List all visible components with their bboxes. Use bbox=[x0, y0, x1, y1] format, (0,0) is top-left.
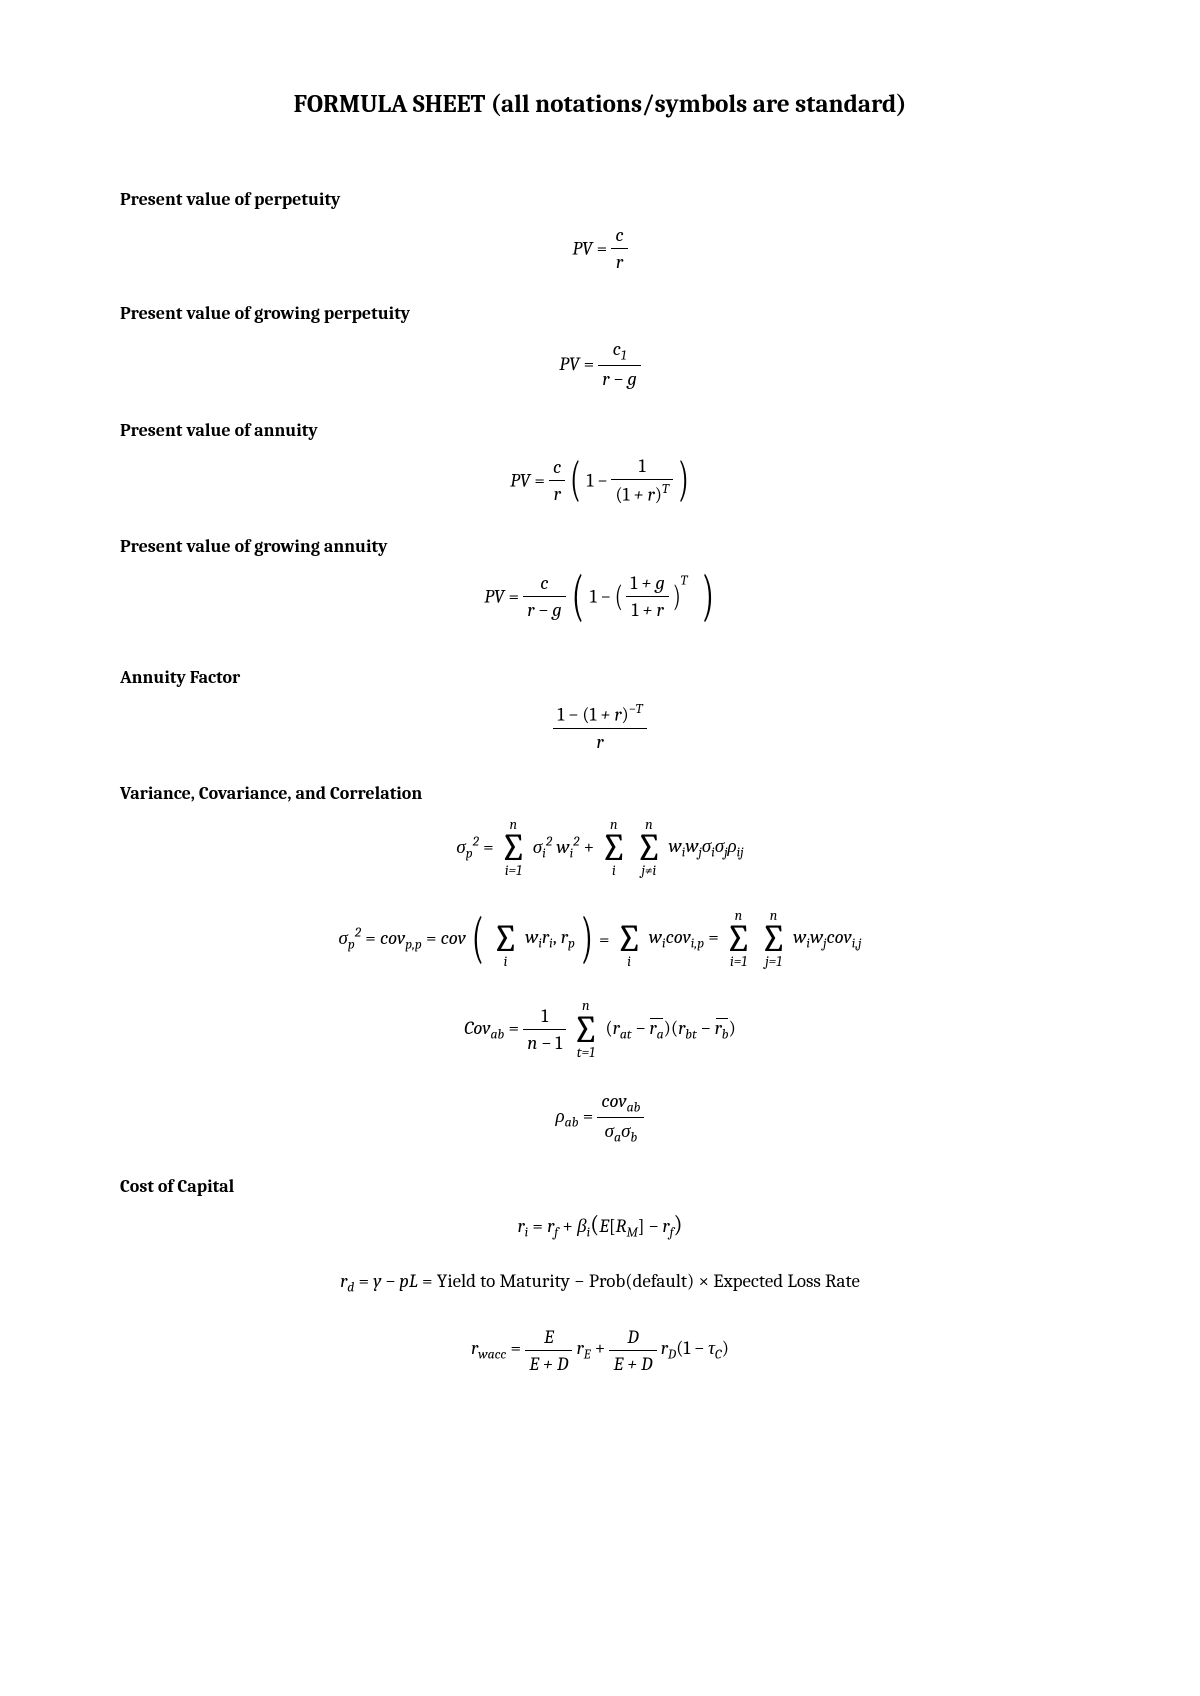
denominator: E + D bbox=[609, 1350, 656, 1375]
section-pv-annuity: Present value of annuity bbox=[120, 420, 1080, 441]
page: FORMULA SHEET (all notations/symbols are… bbox=[0, 0, 1200, 1696]
denominator: r bbox=[553, 728, 646, 753]
denominator: E + D bbox=[525, 1350, 572, 1375]
section-cost-of-capital: Cost of Capital bbox=[120, 1176, 1080, 1197]
sum-icon: n∑i=1 bbox=[500, 818, 527, 879]
denominator: r bbox=[549, 480, 565, 505]
numerator-one: 1 bbox=[611, 455, 673, 479]
sum-icon: ∑i bbox=[492, 909, 519, 970]
denominator: σaσb bbox=[597, 1117, 644, 1145]
sum-icon: n∑j=1 bbox=[760, 909, 787, 970]
section-annuity-factor: Annuity Factor bbox=[120, 667, 1080, 688]
formula-annuity-factor: 1 − (1 + r)−T r bbox=[120, 702, 1080, 753]
formula-debt-cost: rd = y − pL = Yield to Maturity − Prob(d… bbox=[120, 1270, 1080, 1295]
pv-symbol: PV bbox=[510, 470, 530, 492]
page-title: FORMULA SHEET (all notations/symbols are… bbox=[120, 90, 1080, 119]
sum-icon: n∑j≠i bbox=[635, 818, 662, 879]
formula-portfolio-variance: σp2 = n∑i=1 σi2 wi2 + n∑i n∑j≠i wiwjσiσj… bbox=[120, 818, 1080, 879]
denominator-1plusr: (1 + r)T bbox=[611, 479, 673, 506]
pv-symbol: PV bbox=[559, 353, 579, 375]
section-pv-perpetuity: Present value of perpetuity bbox=[120, 189, 1080, 210]
numerator: covab bbox=[597, 1090, 644, 1117]
sum-icon: n∑t=1 bbox=[572, 999, 599, 1060]
denominator-r: r bbox=[611, 248, 627, 273]
formula-pv-perpetuity: PV = c r bbox=[120, 224, 1080, 273]
numerator: c bbox=[523, 572, 565, 596]
debt-text: Yield to Maturity − Prob(default) × Expe… bbox=[437, 1270, 860, 1292]
pv-symbol: PV bbox=[572, 238, 592, 260]
denominator-r-g: r − g bbox=[598, 365, 640, 390]
numerator: 1 − (1 + r)−T bbox=[553, 702, 646, 728]
sum-icon: n∑i=1 bbox=[725, 909, 752, 970]
numerator: c bbox=[549, 456, 565, 480]
formula-cov-expansion: σp2 = covp,p = cov ( ∑i wiri, rp ) = ∑i … bbox=[120, 909, 1080, 970]
denominator-1r: 1 + r bbox=[626, 596, 668, 621]
formula-pv-annuity: PV = c r ( 1 − 1 (1 + r)T ) bbox=[120, 455, 1080, 506]
section-pv-growing-perpetuity: Present value of growing perpetuity bbox=[120, 303, 1080, 324]
exponent-T: T bbox=[681, 574, 688, 589]
section-pv-growing-annuity: Present value of growing annuity bbox=[120, 536, 1080, 557]
sum-icon: n∑i bbox=[600, 818, 627, 879]
denominator: n − 1 bbox=[523, 1029, 566, 1054]
formula-wacc: rwacc = E E + D rE + D E + D rD(1 − τC) bbox=[120, 1326, 1080, 1375]
pv-symbol: PV bbox=[484, 586, 504, 608]
section-variance: Variance, Covariance, and Correlation bbox=[120, 783, 1080, 804]
numerator-1g: 1 + g bbox=[626, 572, 668, 596]
formula-capm: ri = rf + βi(E[RM] − rf) bbox=[120, 1211, 1080, 1240]
sum-icon: ∑i bbox=[616, 909, 643, 970]
numerator: 1 bbox=[523, 1005, 566, 1029]
formula-pv-growing-annuity: PV = c r − g ( 1 − ( 1 + g 1 + r )T ) bbox=[120, 571, 1080, 622]
formula-pv-growing-perpetuity: PV = c1 r − g bbox=[120, 338, 1080, 390]
numerator-c1: c1 bbox=[598, 338, 640, 365]
formula-rhoab: ρab = covab σaσb bbox=[120, 1090, 1080, 1146]
numerator: E bbox=[525, 1326, 572, 1350]
numerator: D bbox=[609, 1326, 656, 1350]
denominator: r − g bbox=[523, 596, 565, 621]
formula-covab: Covab = 1 n − 1 n∑t=1 (rat − ra)(rbt − r… bbox=[120, 999, 1080, 1060]
numerator-c: c bbox=[611, 224, 627, 248]
